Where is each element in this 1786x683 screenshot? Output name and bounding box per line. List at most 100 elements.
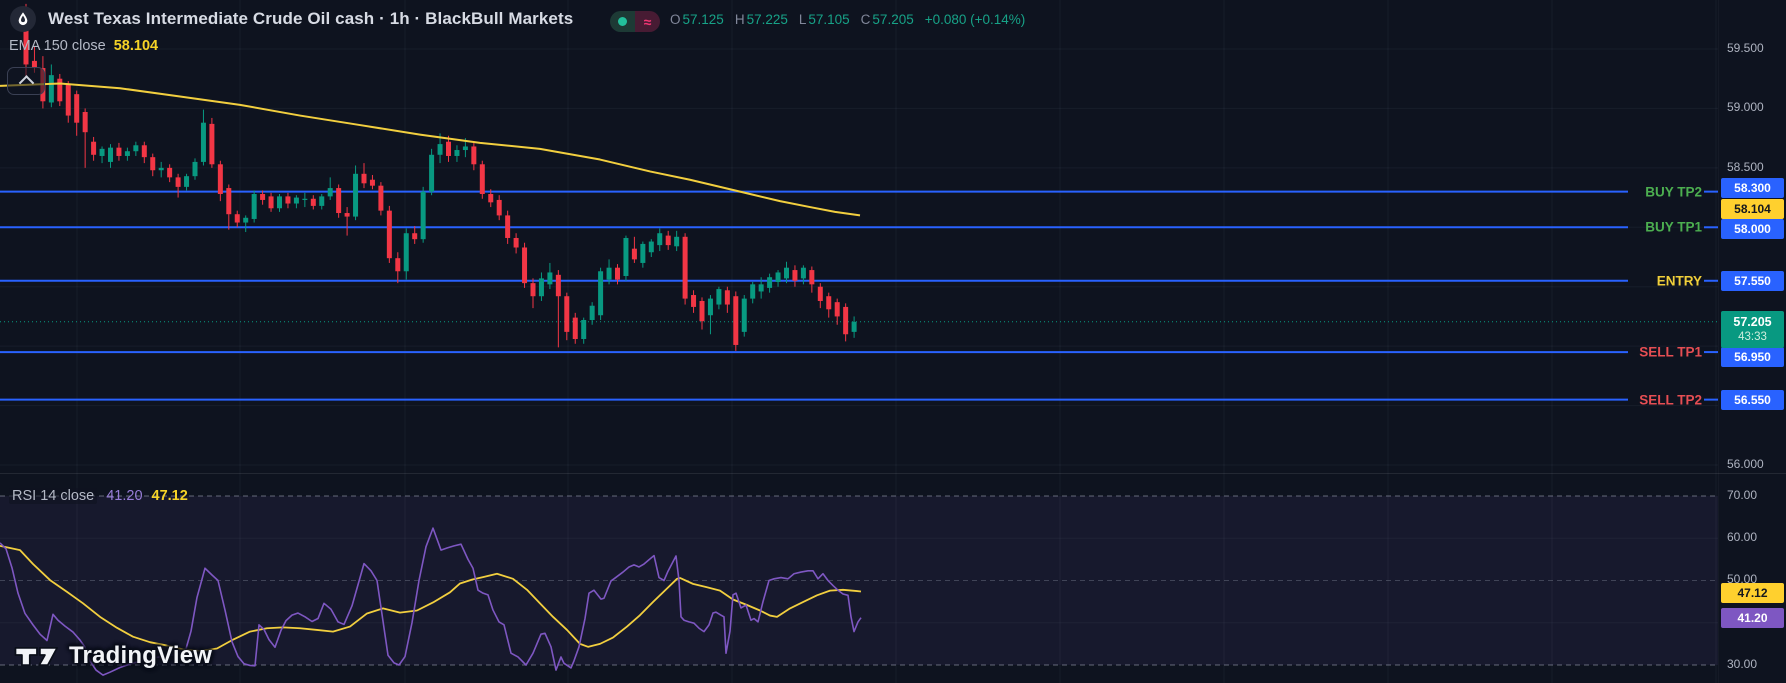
- rsi-line[interactable]: [0, 527, 862, 676]
- candle-body: [302, 198, 308, 200]
- candle-body: [251, 194, 257, 219]
- candle-body: [724, 290, 730, 305]
- collapse-pane-button[interactable]: [7, 67, 45, 95]
- candle-body: [538, 278, 544, 297]
- candle-body: [572, 317, 578, 340]
- candle-body: [260, 194, 266, 200]
- candle-body: [707, 298, 713, 316]
- candle-body: [446, 141, 451, 156]
- ohlc-readout: O 57.125 H 57.225 L 57.105 C 57.205 +0.080 (…: [670, 5, 1025, 33]
- candle-body: [277, 196, 282, 209]
- chevron-up-icon: [18, 74, 34, 91]
- candle-body: [437, 144, 443, 155]
- candle-body: [631, 248, 637, 260]
- chart-canvas[interactable]: [0, 0, 1718, 683]
- candle-body: [648, 241, 654, 253]
- candle-body: [378, 185, 384, 211]
- candle-body: [420, 191, 426, 240]
- axis-badge-58.104[interactable]: 58.104: [1721, 198, 1784, 219]
- ema-legend[interactable]: EMA 150 close 58.104: [9, 38, 158, 54]
- oil-drop-icon: [10, 6, 36, 32]
- tradingview-logo-text: TradingView: [69, 642, 213, 669]
- ohlc-open: O 57.125: [670, 11, 724, 27]
- ema-legend-title: EMA 150 close: [9, 38, 106, 54]
- candle-body: [598, 271, 604, 316]
- axis-badge-56.950[interactable]: 56.950: [1721, 347, 1784, 367]
- axis-badge-47.12[interactable]: 47.12: [1721, 583, 1784, 603]
- ema-line[interactable]: [0, 82, 861, 217]
- candle-body: [530, 283, 536, 297]
- market-status-pill[interactable]: ≈: [610, 11, 660, 32]
- axis-label-50.00: 50.00: [1727, 572, 1758, 586]
- candle-body: [268, 196, 274, 209]
- axis-badge-56.550[interactable]: 56.550: [1721, 389, 1784, 410]
- candle-body: [454, 150, 460, 156]
- candle-body: [733, 296, 739, 345]
- rsi-legend[interactable]: RSI 14 close 41.20 47.12: [9, 488, 188, 504]
- rsi-legend-rsi-value: 41.20: [106, 488, 143, 504]
- current-price-value: 57.205: [1733, 314, 1772, 329]
- candle-body: [361, 173, 367, 184]
- candle-body: [589, 305, 595, 320]
- candle-body: [792, 270, 798, 281]
- axis-label-59.000: 59.000: [1727, 100, 1764, 114]
- ema-legend-value: 58.104: [113, 38, 159, 54]
- level-label-sell-tp1[interactable]: SELL TP1: [1639, 344, 1702, 360]
- candle-body: [82, 111, 88, 133]
- axis-label-59.500: 59.500: [1727, 41, 1764, 55]
- axis-label-70.00: 70.00: [1727, 488, 1758, 502]
- tradingview-logo[interactable]: TradingView: [14, 642, 212, 670]
- candle-body: [234, 214, 240, 223]
- candle-body: [564, 296, 570, 332]
- candle-body: [108, 147, 113, 162]
- candle-body: [217, 164, 223, 195]
- candle-body: [327, 188, 333, 197]
- level-label-buy-tp2[interactable]: BUY TP2: [1645, 184, 1702, 200]
- axis-badge-57.550[interactable]: 57.550: [1721, 270, 1784, 291]
- symbol-header[interactable]: West Texas Intermediate Crude Oil cash ·…: [10, 5, 573, 33]
- candle-body: [615, 267, 620, 280]
- candle-body: [285, 196, 291, 204]
- pane-separator[interactable]: [0, 473, 1786, 474]
- ohlc-change: +0.080 (+0.14%): [924, 11, 1026, 27]
- candle-body: [665, 235, 671, 246]
- candle-body: [623, 237, 629, 277]
- axis-badge-41.20[interactable]: 41.20: [1721, 608, 1784, 628]
- ohlc-close: C 57.205: [860, 11, 914, 27]
- candle-body: [200, 122, 206, 162]
- symbol-title: West Texas Intermediate Crude Oil cash ·…: [48, 9, 574, 28]
- level-label-entry[interactable]: ENTRY: [1656, 273, 1702, 289]
- candle-body: [395, 258, 401, 272]
- axis-label-60.00: 60.00: [1727, 530, 1758, 544]
- level-label-sell-tp2[interactable]: SELL TP2: [1639, 392, 1702, 408]
- candle-body: [133, 145, 139, 152]
- candle-body: [479, 164, 485, 195]
- candle-body: [226, 188, 232, 215]
- price-axis[interactable]: 59.500 59.000 58.500 56.000 70.00 60.00 50.00 3…: [1718, 0, 1786, 683]
- rsi-band: [0, 496, 1718, 665]
- delayed-data-segment: ≈: [635, 11, 660, 32]
- axis-badge-58.300[interactable]: 58.300: [1721, 177, 1784, 198]
- current-price-badge[interactable]: 57.205 43:33: [1721, 311, 1784, 348]
- candle-body: [353, 173, 359, 217]
- candle-body: [657, 233, 663, 246]
- rsi-legend-title: RSI 14 close: [9, 488, 98, 504]
- rsi-ma-line[interactable]: [0, 544, 862, 652]
- candle-body: [158, 167, 164, 171]
- level-label-buy-tp1[interactable]: BUY TP1: [1645, 219, 1702, 235]
- axis-badge-58.000[interactable]: 58.000: [1721, 218, 1784, 239]
- candle-body: [775, 272, 781, 282]
- candle-body: [716, 289, 722, 305]
- candle-body: [488, 194, 494, 203]
- candle-body: [91, 141, 97, 155]
- candle-body: [369, 179, 375, 186]
- candle-body: [741, 298, 747, 332]
- candle-body: [65, 84, 71, 116]
- candle-body: [74, 94, 80, 123]
- candle-body: [167, 167, 173, 178]
- candle-body: [429, 154, 435, 192]
- candle-body: [547, 272, 553, 285]
- tradingview-logo-icon: [14, 646, 59, 666]
- candle-body: [141, 145, 147, 158]
